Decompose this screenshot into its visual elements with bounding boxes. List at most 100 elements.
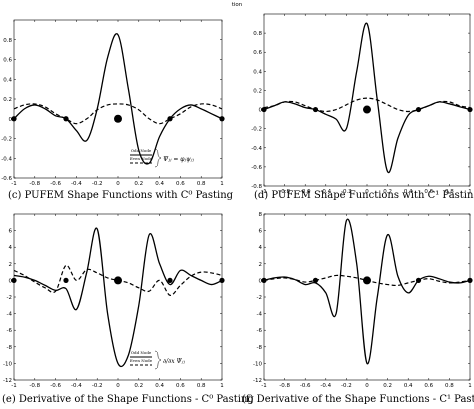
x-tick-label: -0.2	[92, 181, 103, 187]
series-line-dashed	[14, 103, 222, 125]
legend: Odd Node Even Node Ψⱼⱼ = φⱼψⱼⱼ	[130, 148, 194, 168]
y-tick-label: 0.4	[3, 77, 12, 83]
x-tick-label: -0.8	[29, 181, 40, 187]
x-tick-label: -0.2	[92, 383, 103, 389]
y-tick-label: 0	[259, 108, 263, 114]
y-tick-label: -2	[257, 295, 262, 301]
node-marker	[415, 277, 422, 283]
x-tick-label: -0.8	[279, 189, 290, 195]
y-tick-label: -6	[7, 328, 13, 334]
x-tick-label: 0.6	[176, 383, 185, 389]
x-tick-label: 0.4	[404, 189, 413, 195]
x-tick-label: -0.2	[341, 383, 352, 389]
legend-equation: Ψⱼⱼ = φⱼψⱼⱼ	[163, 156, 194, 163]
x-tick-label: 0.6	[424, 189, 433, 195]
x-tick-label: -0.4	[71, 383, 82, 389]
series-line-solid	[264, 218, 470, 365]
y-tick-label: -10	[253, 361, 262, 367]
x-tick-label: 1	[468, 383, 472, 389]
y-tick-label: 6	[259, 229, 263, 235]
chart-caption: (d) PUFEM Shape Functions with C¹ Pastin…	[254, 190, 474, 201]
x-tick-label: 1	[220, 181, 224, 187]
node-marker	[219, 116, 225, 122]
x-tick-label: 0.4	[155, 181, 164, 187]
x-tick-label: -1	[261, 383, 266, 389]
chart-panel-c: -1 -0.8 -0.6 -0.4 -0.2 0 0.2 0.4 0.6 0.8 1 -0.6 -0.4…	[1, 19, 234, 201]
node-marker	[167, 116, 173, 122]
x-tick-label: 0.6	[176, 181, 185, 187]
node-marker	[167, 277, 173, 283]
y-tick-label: -6	[257, 328, 263, 334]
x-tick-label: 0.6	[424, 383, 433, 389]
x-tick-label: 0.4	[155, 383, 164, 389]
y-tick-label: 4	[9, 245, 13, 251]
node-marker-large	[363, 105, 371, 114]
x-tick-label: -0.6	[50, 383, 61, 389]
node-marker	[63, 116, 69, 122]
node-marker-large	[114, 276, 122, 285]
legend: Odd Node Even Node ∂/∂x Ψⱼⱼ	[130, 350, 185, 370]
legend-entry-label: Even Node	[130, 156, 153, 161]
y-tick-label: -4	[7, 312, 13, 318]
x-tick-label: -0.6	[300, 189, 311, 195]
y-tick-label: 2	[259, 262, 263, 268]
y-tick-label: 0	[9, 278, 13, 284]
chart-panel-d: -1 -0.8 -0.6 -0.4 -0.2 0 0.2 0.4 0.6 0.8 1-0.8-0.6…	[251, 13, 474, 201]
node-marker	[261, 106, 267, 113]
x-tick-label: 0	[116, 383, 120, 389]
x-tick-label: 0.8	[445, 383, 454, 389]
x-tick-label: 0	[365, 383, 369, 389]
node-marker	[312, 106, 319, 113]
series-line-solid	[264, 22, 470, 174]
y-tick-label: -0.6	[1, 176, 12, 182]
y-tick-label: 0.2	[253, 88, 262, 94]
x-tick-label: -0.4	[320, 383, 331, 389]
node-marker-large	[363, 276, 371, 285]
legend-equation: ∂/∂x Ψⱼⱼ	[163, 358, 185, 365]
node-marker	[11, 116, 17, 122]
x-tick-label: 0.2	[134, 181, 143, 187]
x-tick-label: -0.8	[279, 383, 290, 389]
x-tick-label: 0.2	[383, 189, 392, 195]
chart-panel-e: -1 -0.8 -0.6 -0.4 -0.2 0 0.2 0.4 0.6 0.8 1 -12 -10 -8…	[2, 213, 254, 405]
y-tick-label: 0	[9, 117, 13, 123]
legend-entry-label: Odd Node	[131, 148, 152, 153]
x-tick-label: -0.6	[300, 383, 311, 389]
x-tick-label: -0.2	[341, 189, 352, 195]
y-tick-label: -0.6	[251, 165, 262, 171]
node-marker	[312, 277, 319, 283]
x-tick-label: 0	[116, 181, 120, 187]
plot-frame	[263, 213, 471, 381]
y-tick-label: 0	[259, 278, 263, 284]
y-tick-label: -0.4	[1, 156, 12, 162]
y-tick-label: 4	[259, 245, 263, 251]
y-tick-label: -0.4	[251, 146, 262, 152]
series-line-solid	[14, 33, 222, 165]
plot-frame	[13, 213, 223, 381]
y-tick-label: -12	[3, 378, 12, 384]
legend-brace	[154, 350, 162, 370]
y-tick-label: 8	[259, 212, 263, 218]
y-tick-label: -0.2	[251, 127, 262, 133]
x-tick-label: -0.4	[320, 189, 331, 195]
x-tick-label: 0.8	[197, 383, 206, 389]
x-tick-label: 0.4	[404, 383, 413, 389]
node-marker	[219, 277, 225, 283]
y-tick-label: -0.2	[1, 137, 12, 143]
node-marker	[467, 106, 473, 113]
legend-entry-label: Odd Node	[131, 350, 152, 355]
y-tick-label: 2	[9, 262, 13, 268]
plot-frame	[263, 13, 471, 187]
x-tick-label: -1	[11, 181, 16, 187]
legend-entry-label: Even Node	[130, 358, 153, 363]
y-tick-label: -8	[7, 345, 13, 351]
chart-caption: (c) PUFEM Shape Functions with C⁰ Pastin…	[8, 190, 234, 201]
x-tick-label: -0.8	[29, 383, 40, 389]
header-fragment: tion	[232, 2, 243, 8]
x-tick-label: -0.6	[50, 181, 61, 187]
x-tick-label: 1	[468, 189, 472, 195]
node-marker-large	[114, 114, 122, 123]
node-marker	[415, 106, 422, 113]
series-line-solid	[14, 227, 222, 368]
